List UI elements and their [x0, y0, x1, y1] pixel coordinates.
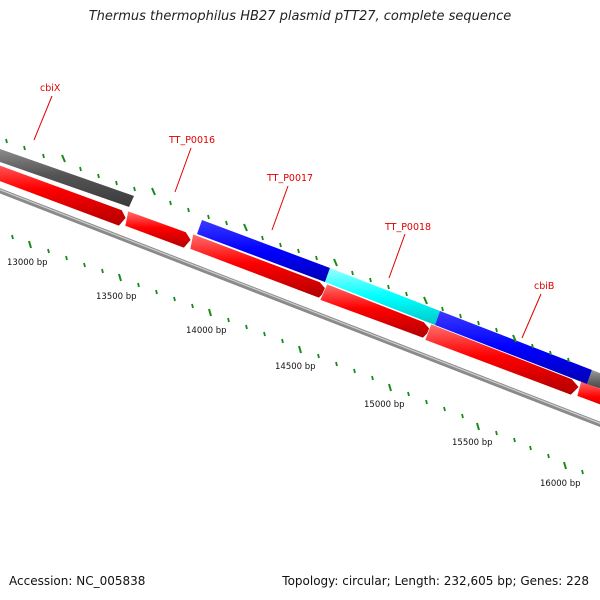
leader-cbib [521, 293, 542, 339]
scale-label: 13500 bp [96, 292, 137, 302]
gene-label-tt-p0018: TT_P0018 [384, 222, 431, 233]
leader-cbix [33, 95, 53, 141]
major-ticks-outer [61, 154, 517, 343]
minor-ticks-outer [5, 138, 570, 363]
tick-marks [5, 138, 584, 475]
scale-label: 14000 bp [186, 326, 227, 336]
gene-label-cbix: cbiX [40, 83, 61, 94]
reverse-gene-arrow [424, 323, 580, 396]
major-ticks-inner [28, 240, 567, 470]
scale-label: 13000 bp [7, 258, 48, 268]
gene-tt-p0017-bar [197, 220, 330, 282]
topology-summary: Topology: circular; Length: 232,605 bp; … [282, 574, 589, 588]
gene-cbib-bar [435, 311, 592, 384]
map-title: Thermus thermophilus HB27 plasmid pTT27,… [88, 9, 512, 24]
accession-text: Accession: NC_005838 [9, 574, 146, 588]
reverse-gene-arrow [576, 380, 600, 405]
forward-gene-bar [587, 370, 600, 389]
gene-label-tt-p0016: TT_P0016 [168, 135, 215, 146]
label-leaders [33, 95, 542, 339]
gene-tt-p0018-bar [325, 268, 440, 325]
leader-tt-p0018 [388, 233, 406, 279]
gene-cbix-bar [0, 149, 134, 207]
leader-tt-p0016 [174, 147, 192, 193]
scale-label: 14500 bp [275, 362, 316, 372]
reverse-gene-arrow [0, 165, 127, 227]
gene-label-cbib: cbiB [534, 281, 554, 292]
backbone-ring [0, 188, 600, 428]
scale-label: 16000 bp [540, 479, 581, 489]
backbone-ring-highlight [0, 189, 600, 424]
gene-label-tt-p0017: TT_P0017 [266, 173, 313, 184]
reverse-gene-arrow [124, 210, 192, 249]
scale-label: 15000 bp [364, 400, 405, 410]
minor-ticks-inner [11, 234, 584, 475]
leader-tt-p0017 [271, 185, 289, 231]
scale-label: 15500 bp [452, 438, 493, 448]
